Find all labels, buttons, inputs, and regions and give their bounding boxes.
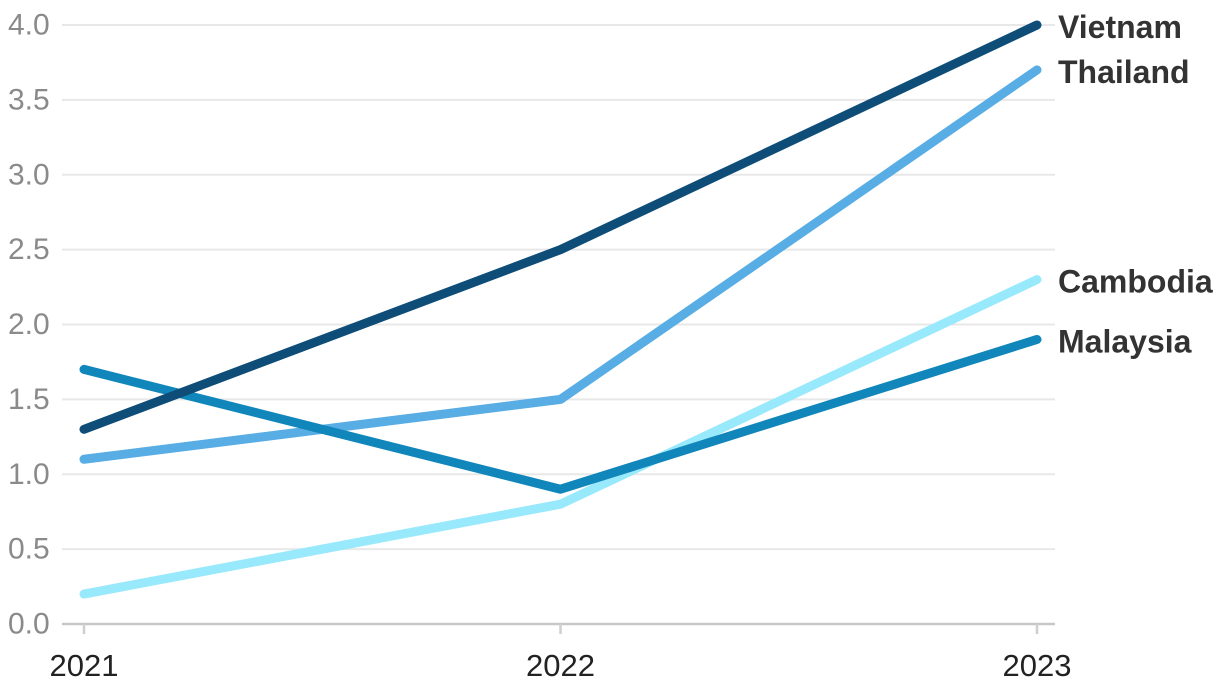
x-axis-tick-label: 2021: [50, 648, 119, 683]
series-line-thailand: [79, 65, 1042, 464]
series-label-thailand: Thailand: [1058, 54, 1190, 90]
series-label-vietnam: Vietnam: [1058, 9, 1182, 45]
y-axis-tick-label: 0.5: [8, 533, 50, 566]
y-axis-tick-label: 2.5: [8, 233, 50, 266]
y-axis-tick-label: 1.5: [8, 383, 50, 416]
y-axis-tick-label: 1.0: [8, 458, 50, 491]
series-line-malaysia: [79, 334, 1042, 494]
x-axis-tick-label: 2023: [1003, 648, 1072, 683]
y-axis-tick-label: 4.0: [8, 9, 50, 42]
series-label-cambodia: Cambodia: [1058, 264, 1213, 300]
y-axis-tick-label: 3.5: [8, 83, 50, 116]
series-line-vietnam: [79, 20, 1042, 434]
x-axis-tick-label: 2022: [526, 648, 595, 683]
y-axis-tick-label: 2.0: [8, 308, 50, 341]
series-label-malaysia: Malaysia: [1058, 323, 1192, 359]
y-axis-tick-label: 3.0: [8, 158, 50, 191]
y-axis-tick-label: 0.0: [8, 608, 50, 641]
series-line-cambodia: [79, 275, 1042, 599]
